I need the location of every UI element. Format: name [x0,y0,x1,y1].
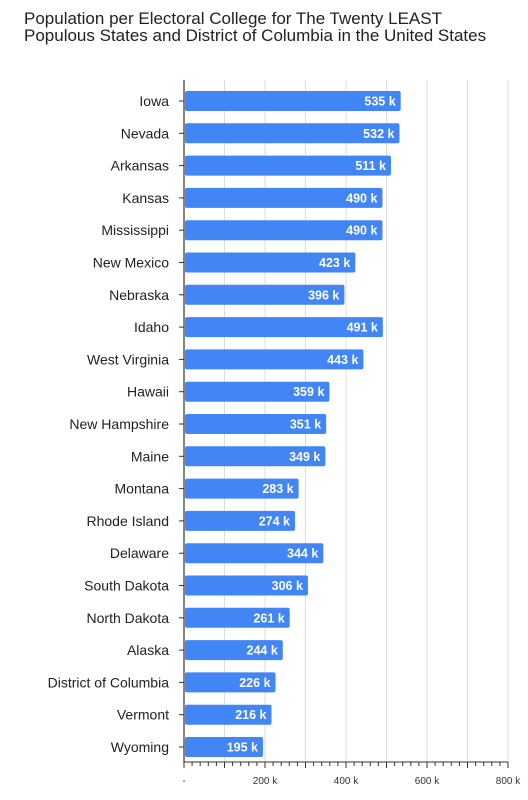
category-label: Wyoming [111,739,169,755]
bar [185,284,345,305]
category-label: West Virginia [87,351,169,367]
bar [185,510,295,531]
category-label: Maine [131,448,169,464]
bar-value-label: 226 k [239,676,270,690]
bar [185,543,324,564]
bar [185,607,290,628]
category-label: Hawaii [127,384,169,400]
bar-value-label: 306 k [272,579,303,593]
x-tick-label: 400 k [334,776,359,787]
bar-value-label: 490 k [346,224,377,238]
bar-value-label: 535 k [364,95,395,109]
bar [185,381,330,402]
x-tick-label: 800 k [496,776,521,787]
category-label: New Hampshire [69,416,169,432]
category-label: Kansas [122,190,169,206]
bar [185,575,308,596]
category-label: Mississippi [101,222,169,238]
bar [185,317,383,338]
bar-value-label: 532 k [363,127,394,141]
category-label: North Dakota [87,610,170,626]
bar [185,349,364,370]
bar-value-label: 396 k [308,288,339,302]
category-label: Nebraska [109,287,169,303]
category-label: Alaska [127,642,169,658]
bar [185,640,283,661]
bar [185,672,276,693]
bar-value-label: 359 k [293,385,324,399]
category-label: Idaho [134,319,169,335]
bar-value-label: 511 k [355,159,386,173]
bar [185,252,356,273]
category-label: Vermont [117,707,169,723]
category-label: Montana [115,481,170,497]
category-labels: Iowa Nevada Arkansas Kansas Mississippi New M… [48,93,170,755]
category-label: Delaware [110,545,169,561]
bar-value-label: 351 k [290,418,321,432]
bar [185,446,326,467]
bar [185,91,401,111]
bar [185,414,327,434]
bar-value-label: 491 k [347,321,378,335]
bar-value-label: 216 k [235,708,266,722]
bar [185,155,391,176]
bar-value-label: 344 k [287,547,318,561]
bar-value-label: 274 k [259,514,290,528]
x-tick-label: 200 k [253,776,278,787]
x-tick-label: 600 k [415,776,440,787]
category-label: Rhode Island [86,513,169,529]
bar-value-label: 423 k [319,256,350,270]
bar-value-label: 283 k [262,482,293,496]
chart-title: Population per Electoral College for The… [24,9,487,45]
category-label: Iowa [139,93,169,109]
bar [185,478,299,499]
bar [185,737,263,757]
bar-value-label: 443 k [327,353,358,367]
x-axis: - 200 k 400 k 600 k 800 k [179,80,521,787]
category-label: Arkansas [111,158,169,174]
category-label: District of Columbia [48,674,170,690]
bar-value-label: 261 k [253,611,284,625]
bar-value-label: 490 k [346,191,377,205]
bar [185,704,272,725]
bars: 535 k 532 k 511 k 490 k 490 k 423 k 396 k 491 k… [185,91,401,757]
bar [185,123,400,144]
category-label: New Mexico [93,255,169,271]
category-label: Nevada [121,125,169,141]
x-tick-label: - [182,776,185,787]
category-label: South Dakota [84,578,169,594]
bar-value-label: 349 k [289,450,320,464]
bar [185,220,383,241]
bar [185,187,383,208]
bar-value-label: 244 k [247,644,278,658]
bar-value-label: 195 k [227,741,258,755]
